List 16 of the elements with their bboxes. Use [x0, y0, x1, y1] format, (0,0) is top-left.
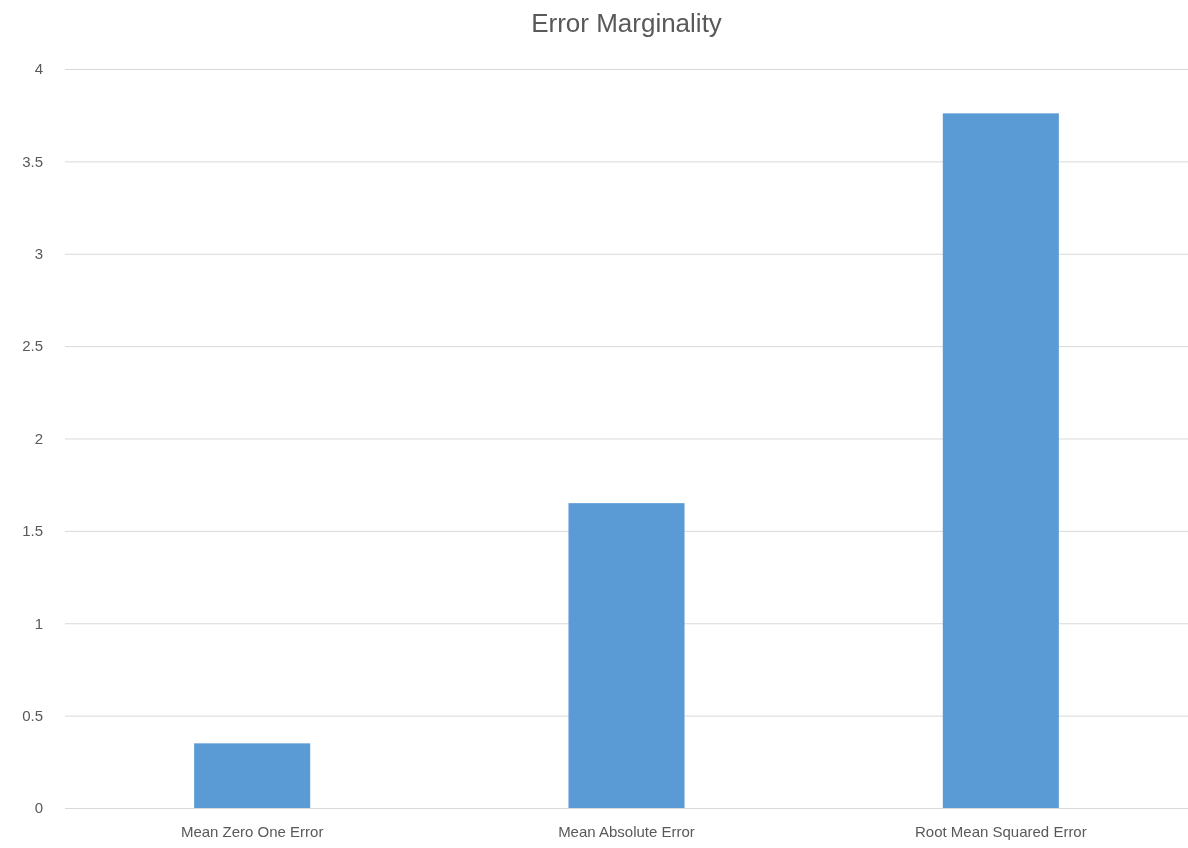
y-tick-label: 4 — [34, 60, 43, 78]
bar — [942, 113, 1059, 808]
y-tick-label: 1 — [34, 614, 43, 632]
y-tick-label: 0 — [34, 799, 43, 817]
y-tick-label: 3 — [34, 245, 43, 263]
bar — [568, 503, 685, 808]
chart-title: Error Marginality — [531, 8, 722, 38]
x-tick-label: Root Mean Squared Error — [914, 822, 1087, 840]
y-tick-label: 1.5 — [22, 522, 43, 540]
y-tick-label: 3.5 — [22, 152, 43, 170]
y-tick-label: 2.5 — [22, 337, 43, 355]
bar — [194, 743, 311, 808]
x-tick-label: Mean Zero One Error — [180, 822, 324, 840]
x-tick-label: Mean Absolute Error — [558, 822, 695, 840]
y-tick-label: 0.5 — [22, 706, 43, 724]
y-tick-label: 2 — [34, 429, 43, 447]
